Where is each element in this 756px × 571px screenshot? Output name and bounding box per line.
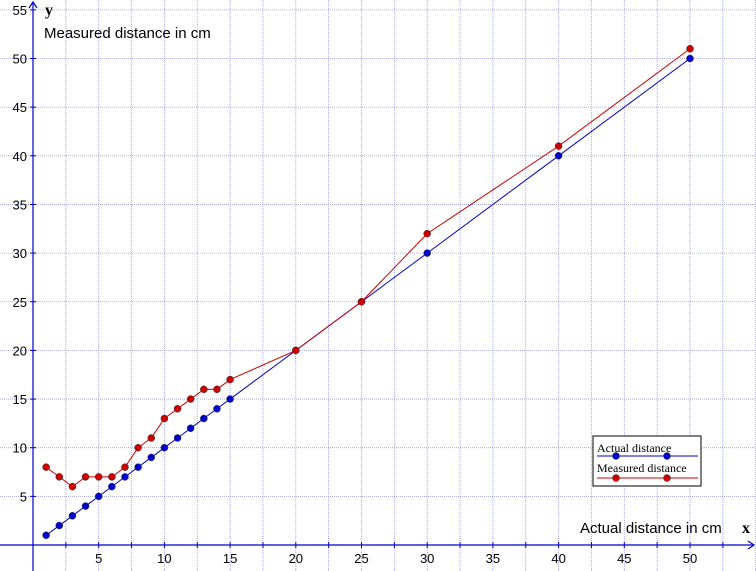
x-tick-label: 45 — [617, 551, 631, 566]
data-point-measured — [94, 473, 103, 481]
data-point-measured — [213, 385, 221, 394]
data-point-measured — [686, 45, 694, 53]
y-axis-arrow — [28, 0, 38, 9]
x-tick-label: 15 — [223, 551, 237, 566]
y-tick-label: 30 — [13, 246, 27, 261]
data-point-actual — [55, 521, 64, 530]
data-point-actual — [42, 531, 50, 540]
y-tick-label: 50 — [13, 52, 27, 67]
x-axis-arrow — [747, 540, 756, 550]
y-tick-label: 25 — [13, 295, 27, 310]
data-point-actual — [173, 434, 182, 442]
x-axis-letter: x — [742, 520, 750, 537]
data-point-measured — [81, 473, 90, 481]
y-tick-label: 10 — [13, 441, 27, 456]
data-point-actual — [213, 405, 221, 413]
data-point-actual — [686, 54, 694, 63]
y-tick-label: 5 — [20, 489, 27, 504]
data-point-measured — [42, 463, 50, 471]
series — [42, 45, 694, 540]
x-tick-label: 25 — [354, 551, 368, 566]
data-point-actual — [68, 512, 77, 520]
data-point-measured — [292, 346, 300, 355]
legend-marker-measured — [612, 474, 620, 482]
x-tick-label: 10 — [157, 551, 171, 566]
data-point-actual — [554, 152, 563, 160]
legend-label-measured: Measured distance — [597, 461, 687, 475]
legend-label-actual: Actual distance — [597, 441, 671, 455]
data-point-actual — [94, 492, 103, 501]
x-tick-label: 50 — [683, 551, 697, 566]
data-point-measured — [226, 375, 234, 384]
data-point-measured — [68, 482, 77, 491]
y-tick-label: 20 — [13, 343, 27, 358]
data-point-actual — [121, 473, 129, 481]
data-point-measured — [134, 443, 142, 452]
legend-marker-actual — [612, 452, 620, 460]
tick-labels: 5 10 15 20 25 30 35 40 45 50 5 10 15 20 25 30 35 40 45 50 55 — [13, 3, 698, 566]
data-point-actual — [200, 414, 208, 423]
legend-marker-actual — [663, 452, 671, 460]
x-axis-title: Actual distance in cm — [580, 520, 722, 537]
y-tick-label: 40 — [13, 149, 27, 164]
legend-marker-measured — [663, 474, 671, 482]
y-tick-label: 45 — [13, 100, 27, 115]
data-point-actual — [108, 482, 116, 491]
legend: Actual distance Measured distance — [592, 435, 702, 487]
data-point-measured — [554, 142, 563, 150]
data-point-measured — [108, 473, 116, 481]
data-point-measured — [147, 434, 156, 442]
data-point-measured — [121, 463, 129, 471]
data-point-measured — [173, 405, 182, 413]
data-point-actual — [423, 249, 431, 257]
x-tick-label: 20 — [289, 551, 303, 566]
y-tick-label: 15 — [13, 392, 27, 407]
x-tick-label: 35 — [486, 551, 500, 566]
data-point-measured — [186, 395, 195, 403]
y-tick-label: 35 — [13, 197, 27, 212]
data-point-actual — [81, 502, 90, 510]
data-point-actual — [226, 395, 234, 403]
data-point-measured — [357, 298, 366, 306]
data-point-actual — [147, 453, 156, 462]
data-point-measured — [160, 414, 169, 423]
y-axis-letter: y — [45, 2, 53, 19]
y-axis-title: Measured distance in cm — [44, 25, 211, 42]
data-point-measured — [200, 385, 208, 394]
data-point-measured — [423, 229, 431, 238]
data-point-actual — [186, 424, 195, 432]
y-tick-label: 55 — [13, 3, 27, 18]
x-tick-label: 40 — [551, 551, 565, 566]
x-tick-label: 30 — [420, 551, 434, 566]
x-tick-label: 5 — [95, 551, 102, 566]
data-point-actual — [134, 463, 142, 471]
data-point-actual — [160, 443, 169, 452]
data-point-measured — [55, 473, 64, 481]
series-line-measured — [45, 48, 691, 488]
